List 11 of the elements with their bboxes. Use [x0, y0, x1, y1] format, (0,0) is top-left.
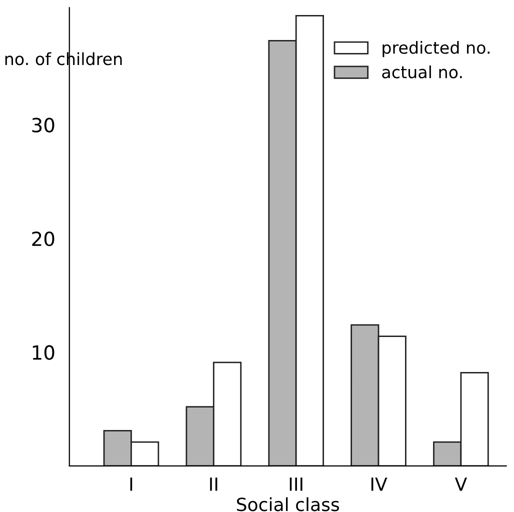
y-tick-label: 30 — [32, 118, 54, 132]
y-tick-label: 10 — [32, 345, 54, 360]
x-tick-label: V — [454, 478, 467, 491]
x-axis-title: Social class — [236, 497, 340, 512]
x-tick-label: I — [130, 478, 132, 491]
x-tick-label: IV — [371, 478, 388, 491]
x-tick-label: II — [210, 478, 218, 491]
legend-label: actual no. — [382, 65, 462, 78]
legend-label: predicted no. — [382, 41, 490, 58]
y-tick-label: 20 — [32, 231, 54, 246]
x-tick-label: III — [290, 478, 302, 491]
